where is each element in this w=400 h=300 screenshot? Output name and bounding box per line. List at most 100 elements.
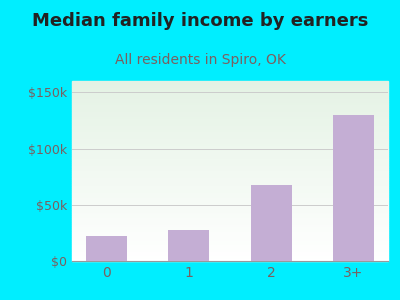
Bar [72,86,388,88]
Bar [72,124,388,126]
Bar [72,167,388,169]
Bar [72,234,388,236]
Bar [72,153,388,155]
Bar [72,171,388,173]
Bar [72,184,388,185]
Bar [72,225,388,227]
Bar [72,182,388,184]
Bar [72,211,388,212]
Text: All residents in Spiro, OK: All residents in Spiro, OK [114,53,286,67]
Bar [72,198,388,200]
Bar [72,220,388,221]
Bar [72,257,388,259]
Bar [72,81,388,83]
Bar [72,238,388,239]
Bar [72,99,388,101]
Bar [72,254,388,256]
Bar [72,110,388,112]
Bar [72,144,388,146]
Bar [72,122,388,124]
Bar [72,140,388,142]
Bar [72,256,388,257]
Bar [72,214,388,216]
Bar [72,239,388,241]
Bar [72,247,388,248]
Bar [72,157,388,158]
Bar [72,128,388,130]
Bar [72,151,388,153]
Bar [72,90,388,92]
Bar [72,164,388,166]
Bar [72,83,388,85]
Bar [72,169,388,171]
Bar [72,248,388,250]
Bar [72,85,388,86]
Bar [72,142,388,144]
Bar [72,166,388,167]
Bar [332,115,374,261]
Bar [72,243,388,245]
Bar [72,146,388,148]
Bar [72,148,388,149]
Bar [72,173,388,175]
Bar [72,104,388,106]
Bar [72,133,388,135]
Bar [72,160,388,162]
Bar [72,193,388,194]
Bar [168,230,210,261]
Text: Median family income by earners: Median family income by earners [32,12,368,30]
Bar [72,194,388,196]
Bar [72,149,388,151]
Bar [72,158,388,160]
Bar [72,108,388,110]
Bar [72,155,388,157]
Bar [72,176,388,178]
Bar [72,189,388,191]
Bar [72,200,388,202]
Bar [72,97,388,99]
Bar [72,250,388,252]
Bar [72,112,388,113]
Bar [72,230,388,232]
Bar [72,94,388,95]
Bar [72,131,388,133]
Bar [72,191,388,193]
Bar [72,221,388,223]
Bar [72,209,388,211]
Bar [72,223,388,225]
Bar [72,137,388,139]
Bar [72,202,388,203]
Bar [72,135,388,137]
Bar [72,180,388,182]
Bar [72,95,388,97]
Bar [72,232,388,234]
Bar [72,119,388,121]
Bar [72,259,388,261]
Bar [72,178,388,180]
Bar [72,103,388,104]
Bar [72,121,388,122]
Bar [72,175,388,176]
Bar [72,115,388,117]
Bar [72,241,388,243]
Bar [72,101,388,103]
Bar [72,216,388,218]
Bar [72,196,388,198]
Bar [72,187,388,189]
Bar [72,139,388,140]
Bar [72,126,388,128]
Bar [72,207,388,209]
Bar [72,218,388,220]
Bar [72,203,388,205]
Bar [72,252,388,254]
Bar [250,184,292,261]
Bar [72,236,388,238]
Bar [72,92,388,94]
Bar [72,130,388,131]
Bar [72,229,388,230]
Bar [72,245,388,247]
Bar [72,88,388,90]
Bar [86,236,128,261]
Bar [72,113,388,115]
Bar [72,106,388,108]
